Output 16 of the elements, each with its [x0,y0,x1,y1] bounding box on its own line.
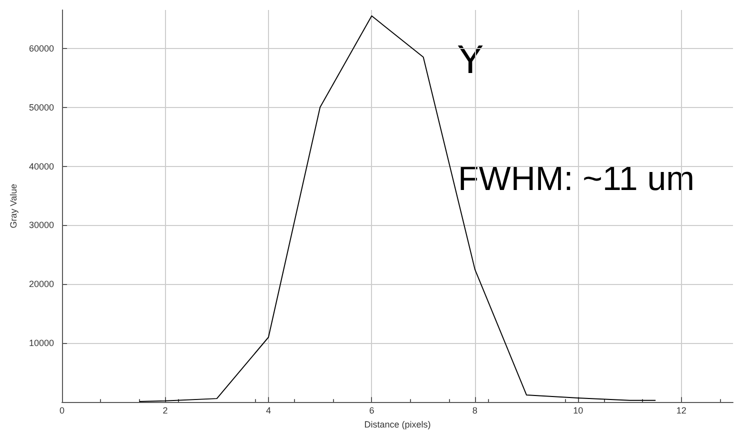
y-tick-label: 20000 [28,279,54,290]
x-tick-label: 8 [472,406,478,416]
y-axis-title: Gray Value [8,184,19,228]
x-tick-label: 12 [676,406,686,416]
y-tick-label: 30000 [28,220,54,230]
x-tick-label: 4 [266,406,271,416]
annotation: FWHM: ~11 um [458,160,694,198]
x-tick-label: 2 [162,406,168,416]
y-tick-label: 10000 [28,338,54,348]
x-tick-label: 0 [59,406,65,416]
y-tick-label: 60000 [28,43,54,54]
x-tick-label: 10 [573,406,584,416]
x-tick-label: 6 [369,406,374,416]
y-tick-label: 50000 [28,102,54,112]
x-axis-title: Distance (pixels) [364,420,431,430]
y-tick-label: 40000 [28,161,54,172]
